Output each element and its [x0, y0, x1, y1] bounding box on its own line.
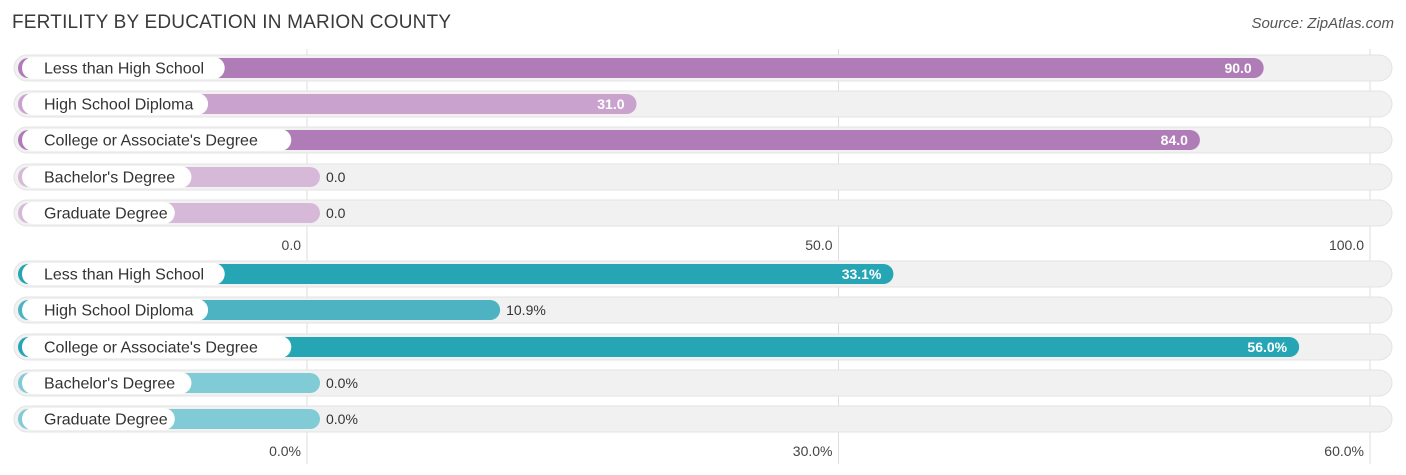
category-label: College or Associate's Degree [44, 340, 258, 357]
category-label-pill [22, 263, 225, 285]
bar-track [13, 369, 1393, 397]
x-tick-label: 60.0% [1324, 443, 1364, 459]
category-label: Graduate Degree [44, 412, 168, 429]
category-label-pill [22, 93, 209, 115]
value-label: 31.0 [597, 96, 624, 112]
x-tick-label: 100.0 [1329, 237, 1364, 253]
value-label: 33.1% [842, 266, 882, 282]
bar [18, 337, 1300, 357]
category-label-pill [22, 299, 209, 321]
value-label: 0.0% [326, 375, 358, 391]
source-note: Source: ZipAtlas.com [1251, 15, 1394, 32]
bar [18, 58, 1264, 78]
chart-title: FERTILITY BY EDUCATION IN MARION COUNTY [12, 12, 452, 33]
category-label: Graduate Degree [44, 206, 168, 223]
bar-track [13, 163, 1393, 191]
value-label: 10.9% [506, 302, 546, 318]
category-label-pill [22, 336, 292, 358]
bar-track [13, 199, 1393, 227]
category-label: Bachelor's Degree [44, 376, 175, 393]
bar [18, 264, 894, 284]
x-tick-label: 0.0 [282, 237, 302, 253]
category-label-pill [22, 129, 292, 151]
category-label: High School Diploma [44, 97, 194, 114]
value-label: 0.0% [326, 411, 358, 427]
category-label: Less than High School [44, 61, 204, 78]
chart-2: Less than High School 33.1% High School Di… [13, 255, 1393, 464]
category-label-pill [22, 166, 192, 188]
category-label-pill [22, 57, 225, 79]
x-tick-label: 30.0% [793, 443, 833, 459]
category-label: College or Associate's Degree [44, 133, 258, 150]
value-label: 56.0% [1247, 339, 1287, 355]
chart-1: Less than High School 90.0 High School Dip… [13, 49, 1393, 258]
category-label-pill [22, 372, 192, 394]
value-label: 0.0 [326, 169, 346, 185]
x-tick-label: 0.0% [269, 443, 301, 459]
bar-track [13, 405, 1393, 433]
bar [18, 130, 1200, 150]
category-label: Less than High School [44, 267, 204, 284]
value-label: 0.0 [326, 205, 346, 221]
x-tick-label: 50.0 [805, 237, 832, 253]
category-label-pill [22, 202, 175, 224]
category-label-pill [22, 408, 175, 430]
value-label: 90.0 [1224, 60, 1251, 76]
value-label: 84.0 [1161, 132, 1188, 148]
category-label: Bachelor's Degree [44, 170, 175, 187]
category-label: High School Diploma [44, 303, 194, 320]
